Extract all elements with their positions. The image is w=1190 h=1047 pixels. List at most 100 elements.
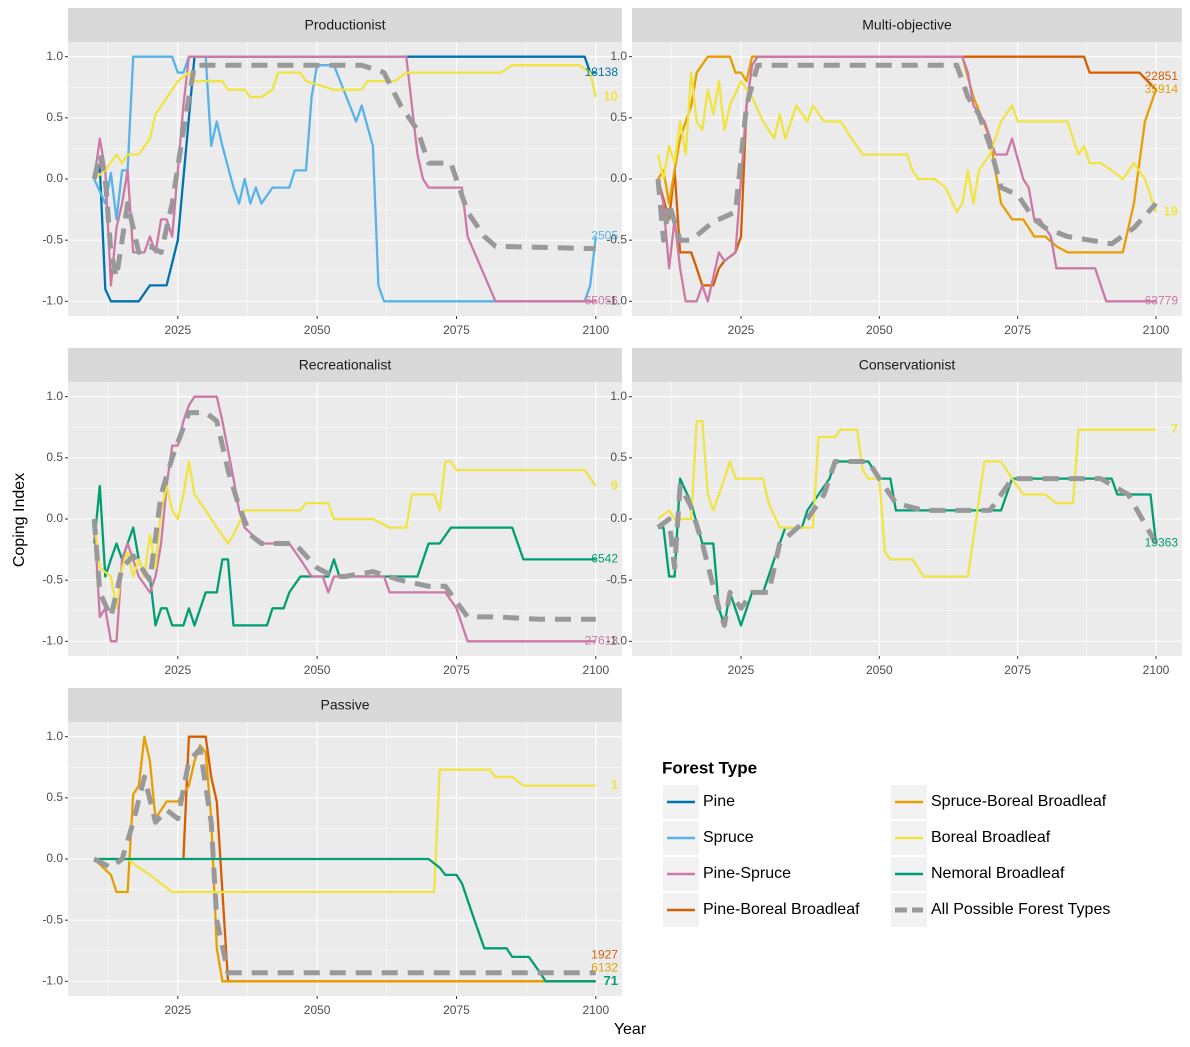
legend-label: Pine-Boreal Broadleaf — [703, 901, 860, 918]
y-tick-label: 1.0 — [46, 49, 63, 63]
x-tick-label: 2100 — [582, 323, 609, 337]
y-tick-label: -0.5 — [606, 232, 627, 246]
y-tick-label: -0.5 — [606, 572, 627, 586]
end-label: 1 — [611, 777, 618, 792]
end-label: 35914 — [1145, 82, 1179, 96]
y-tick-label: -1.0 — [42, 633, 63, 647]
strip-background — [68, 688, 622, 722]
facet-title: Recreationalist — [299, 357, 392, 373]
end-label: 9 — [611, 477, 618, 492]
end-label: 6132 — [591, 960, 618, 974]
y-tick-label: -0.5 — [42, 232, 63, 246]
series-line — [94, 857, 596, 983]
x-tick-label: 2025 — [164, 323, 191, 337]
x-tick-label: 2025 — [728, 663, 755, 677]
series-line — [94, 768, 596, 894]
series-line — [657, 419, 1156, 578]
y-tick-label: 1.0 — [610, 389, 627, 403]
y-tick-label: 0.5 — [610, 450, 627, 464]
strip-background — [632, 8, 1182, 42]
legend-label: All Possible Forest Types — [931, 901, 1110, 918]
x-tick-label: 2050 — [866, 323, 893, 337]
x-tick-label: 2075 — [443, 1003, 470, 1017]
end-label: 7 — [1171, 421, 1178, 436]
strip-background — [632, 348, 1182, 382]
facet-title: Passive — [320, 697, 369, 713]
end-label: 1927 — [591, 947, 618, 961]
facet-title: Multi-objective — [862, 17, 952, 33]
end-label: 2505 — [591, 229, 618, 243]
facet-title: Conservationist — [859, 357, 956, 373]
series-line — [656, 459, 1159, 628]
series-line — [93, 64, 597, 180]
x-tick-label: 2025 — [164, 1003, 191, 1017]
y-tick-label: 0.5 — [610, 110, 627, 124]
legend-label: Spruce-Boreal Broadleaf — [931, 793, 1107, 810]
x-tick-label: 2025 — [164, 663, 191, 677]
x-tick-label: 2075 — [1004, 323, 1031, 337]
end-label: 19 — [1164, 203, 1178, 218]
series-line — [656, 71, 1158, 214]
y-tick-label: -1.0 — [42, 293, 63, 307]
legend-title: Forest Type — [662, 758, 757, 777]
x-tick-label: 2025 — [728, 323, 755, 337]
series-line — [93, 55, 596, 303]
y-tick-label: 0.0 — [46, 171, 63, 185]
end-label: 18138 — [585, 65, 619, 79]
end-label: 27613 — [585, 633, 619, 647]
strip-background — [68, 8, 622, 42]
end-label: 6542 — [591, 552, 618, 566]
y-tick-label: -1.0 — [42, 973, 63, 987]
y-tick-label: 0.5 — [46, 450, 63, 464]
y-tick-label: 0.5 — [46, 790, 63, 804]
strip-background — [68, 348, 622, 382]
y-tick-label: 0.0 — [610, 171, 627, 185]
x-tick-label: 2050 — [304, 663, 331, 677]
x-tick-label: 2075 — [443, 323, 470, 337]
legend-label: Pine-Spruce — [703, 865, 791, 882]
x-tick-label: 2050 — [304, 323, 331, 337]
y-axis-title: Coping Index — [11, 473, 28, 567]
x-tick-label: 2050 — [304, 1003, 331, 1017]
facet-title: Productionist — [305, 17, 386, 33]
y-tick-label: 0.0 — [46, 511, 63, 525]
series-line — [93, 746, 596, 976]
x-tick-label: 2050 — [866, 663, 893, 677]
y-tick-label: 1.0 — [46, 389, 63, 403]
x-tick-label: 2100 — [1143, 323, 1170, 337]
end-label: 65056 — [585, 293, 619, 307]
end-label: 10 — [604, 88, 618, 103]
x-axis-title: Year — [614, 1021, 647, 1038]
y-tick-label: 0.0 — [46, 851, 63, 865]
series-line — [93, 484, 596, 627]
series-line — [93, 55, 596, 303]
y-tick-label: 1.0 — [46, 729, 63, 743]
legend-label: Nemoral Broadleaf — [931, 865, 1065, 882]
end-label: 19363 — [1145, 536, 1179, 550]
x-tick-label: 2100 — [582, 1003, 609, 1017]
y-tick-label: -0.5 — [42, 572, 63, 586]
y-tick-label: 0.0 — [610, 511, 627, 525]
y-tick-label: 1.0 — [610, 49, 627, 63]
series-line — [91, 62, 596, 280]
end-label: 22851 — [1145, 69, 1179, 83]
x-tick-label: 2075 — [443, 663, 470, 677]
y-tick-label: -1.0 — [606, 633, 627, 647]
y-tick-label: -1.0 — [606, 293, 627, 307]
y-tick-label: 0.5 — [46, 110, 63, 124]
series-line — [656, 55, 1156, 303]
legend-label: Spruce — [703, 829, 754, 846]
legend-label: Pine — [703, 793, 735, 810]
series-line — [655, 62, 1158, 247]
x-tick-label: 2100 — [582, 663, 609, 677]
end-label: 63779 — [1145, 293, 1179, 307]
legend-label: Boreal Broadleaf — [931, 829, 1051, 846]
series-line — [93, 55, 597, 303]
x-tick-label: 2100 — [1143, 663, 1170, 677]
series-line — [93, 460, 597, 610]
x-tick-label: 2075 — [1004, 663, 1031, 677]
end-label: 71 — [604, 973, 618, 988]
y-tick-label: -0.5 — [42, 912, 63, 926]
